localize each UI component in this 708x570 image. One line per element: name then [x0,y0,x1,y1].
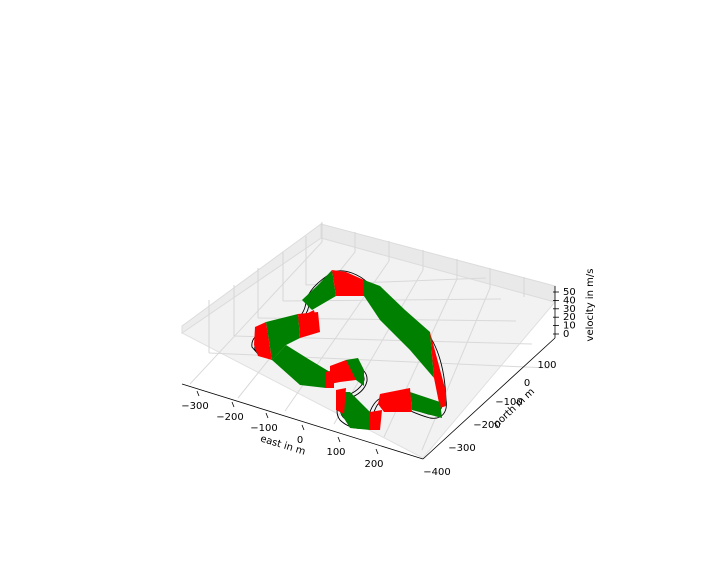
ribbon-segment-braking [332,270,364,296]
ribbon-segment-accelerating [340,392,372,430]
y-axis-label: north in m [492,386,538,430]
ribbon-segment-accelerating [302,270,336,310]
axis-lines [181,286,556,460]
y-tick-label: −400 [423,467,450,478]
x-tick-label: −100 [250,423,277,434]
x-tick-label: 0 [297,435,303,446]
x-tick-mark [375,448,379,455]
z-tick-label: 50 [563,287,576,298]
x-tick-mark [231,401,235,408]
y-tick-label: 0 [524,378,530,389]
ribbon-segment-braking [430,332,446,408]
y-tick-label: −300 [448,443,475,454]
x-tick-label: −300 [181,401,208,412]
z-axis-label: velocity in m/s [585,269,596,342]
ribbon-segment-braking [378,388,412,412]
x-tick-label: 100 [326,447,345,458]
z-tick-label: 30 [563,304,576,315]
wall-grid [208,222,525,353]
ribbon-segment-braking [302,310,318,334]
x-tick-label: −200 [216,412,243,423]
x-tick-mark [301,424,305,431]
ribbon-segment-braking [370,410,382,430]
ribbon-segment-accelerating [266,314,300,360]
x-tick-mark [265,412,269,419]
z-tick-label: 0 [563,329,569,340]
y-tick-label: −200 [473,420,500,431]
ribbon-segment-accelerating [346,358,364,386]
x-tick-mark [337,436,341,443]
x-tick-label: 200 [364,459,383,470]
velocity-ribbon [254,270,446,430]
y-tick-label: 100 [537,360,556,371]
y-tick-label: −100 [495,397,522,408]
y-axis-ticks: 100 0−100 −200 −300 −400 [423,360,556,478]
x-axis-ticks: −300 −200 −100 0 100 200 [181,390,384,470]
z-tick-label: 40 [563,295,576,306]
ribbon-segment-braking [336,388,346,414]
z-tick-label: 10 [563,321,576,332]
ribbon-segment-accelerating [410,392,442,418]
ribbon-segment-accelerating [364,280,434,378]
ribbon-segment-accelerating [272,345,330,388]
x-tick-mark [196,390,200,397]
z-tick-label: 20 [563,312,576,323]
